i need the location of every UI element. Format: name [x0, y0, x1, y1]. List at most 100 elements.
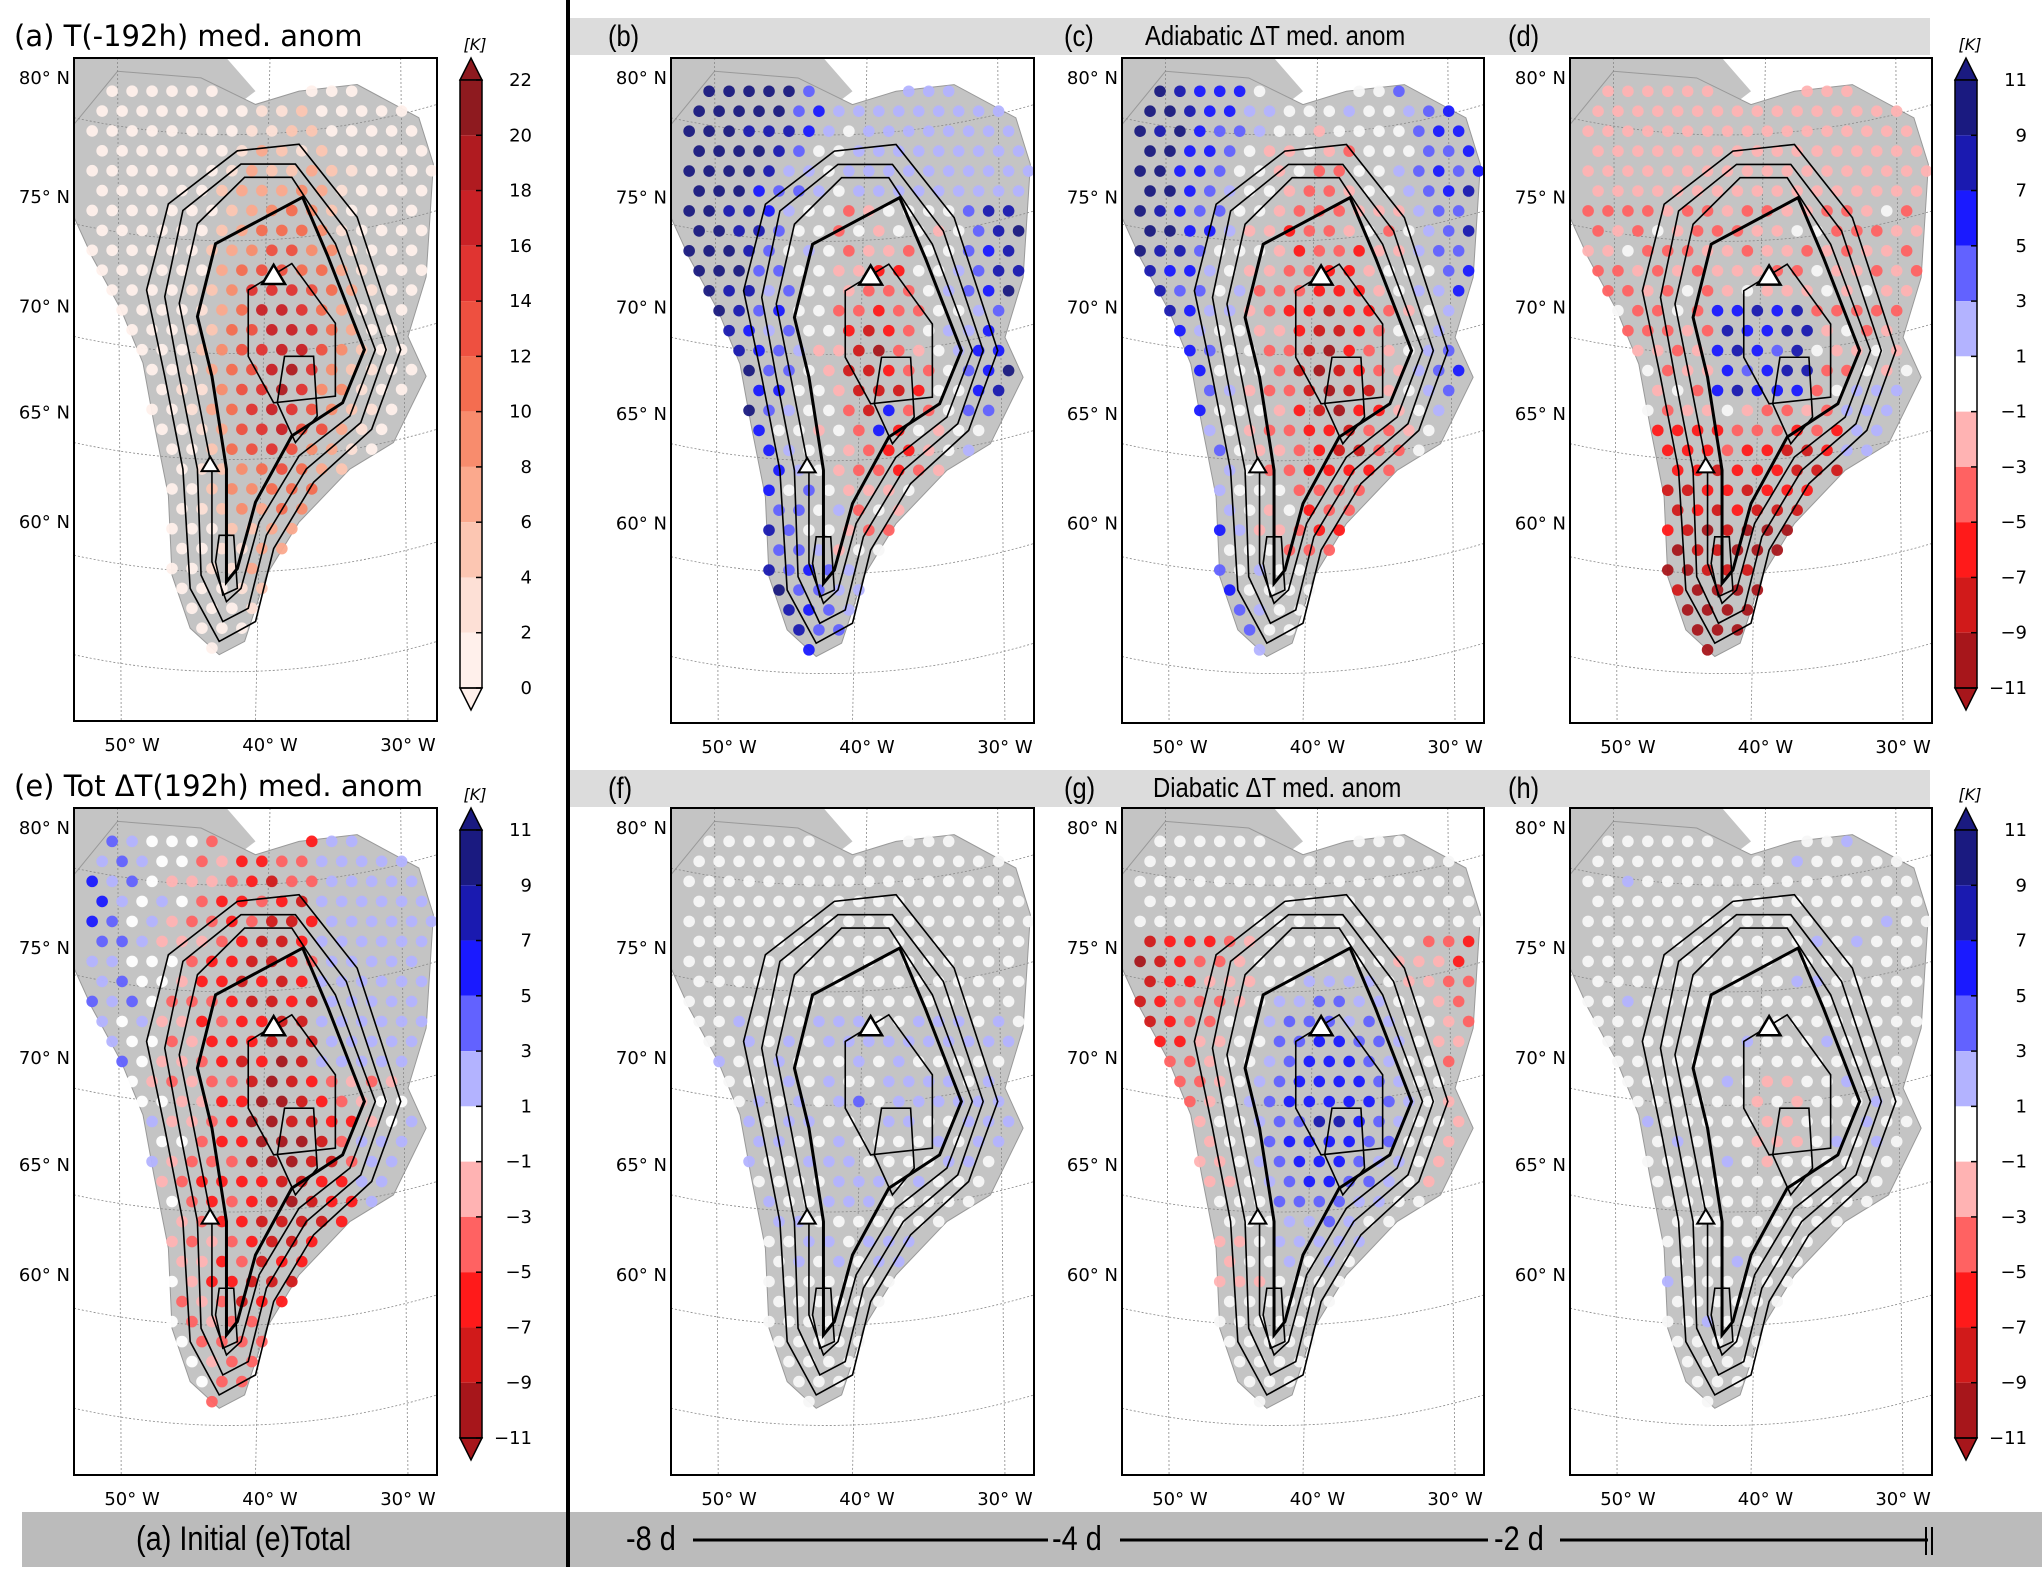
station-marker	[276, 542, 288, 555]
station-marker	[1880, 404, 1893, 417]
station-marker	[136, 855, 148, 868]
station-marker	[1373, 444, 1385, 457]
station-marker	[1890, 185, 1903, 197]
station-marker	[405, 955, 418, 968]
elevation-contour	[1294, 263, 1384, 405]
station-marker	[206, 642, 218, 654]
station-marker	[295, 975, 308, 988]
station-marker	[1651, 1055, 1664, 1068]
station-marker	[385, 204, 398, 217]
station-marker	[335, 895, 348, 908]
station-marker	[1263, 105, 1276, 117]
station-marker	[1273, 1115, 1286, 1128]
colorbar-unit: [K]	[1959, 35, 1982, 54]
station-marker	[196, 1095, 208, 1108]
station-marker	[1363, 1015, 1375, 1028]
station-marker	[1283, 384, 1296, 397]
station-marker	[873, 855, 885, 868]
station-marker	[1353, 1195, 1365, 1208]
station-marker	[1333, 364, 1345, 377]
station-marker	[1213, 364, 1226, 377]
station-marker	[1333, 404, 1345, 417]
station-marker	[206, 204, 218, 217]
station-marker	[713, 895, 725, 908]
station-marker	[773, 145, 785, 157]
station-marker	[1701, 524, 1714, 536]
station-marker	[1731, 935, 1744, 948]
station-marker	[276, 935, 288, 948]
station-marker	[873, 105, 885, 118]
station-marker	[1323, 1135, 1336, 1148]
station-marker	[226, 443, 238, 455]
station-marker	[1323, 344, 1336, 357]
station-marker	[1373, 364, 1385, 377]
station-marker	[1900, 1035, 1913, 1048]
station-marker	[763, 324, 775, 337]
station-marker	[1243, 1295, 1256, 1308]
station-marker	[1393, 364, 1405, 377]
station-marker	[1751, 265, 1764, 277]
station-marker	[882, 245, 895, 257]
station-marker	[1273, 205, 1286, 217]
station-marker	[1592, 895, 1604, 908]
station-marker	[305, 363, 318, 376]
station-marker	[863, 1275, 875, 1288]
lat-tick-label: 80° N	[1515, 818, 1566, 839]
station-marker	[1721, 564, 1734, 576]
station-marker	[783, 1355, 795, 1368]
station-marker	[1233, 364, 1246, 377]
station-marker	[285, 1115, 298, 1128]
station-marker	[1303, 1135, 1316, 1148]
station-marker	[1253, 284, 1266, 297]
station-marker	[315, 1015, 328, 1028]
station-marker	[783, 245, 795, 257]
station-marker	[793, 1175, 805, 1188]
station-marker	[176, 1095, 188, 1108]
station-marker	[1592, 935, 1604, 948]
station-marker	[196, 343, 208, 356]
station-marker	[853, 1175, 865, 1188]
station-marker	[882, 364, 895, 377]
station-marker	[166, 562, 178, 575]
station-marker	[813, 975, 825, 988]
station-marker	[773, 935, 785, 948]
station-marker	[813, 1055, 825, 1068]
station-marker	[1253, 364, 1266, 377]
station-marker	[1661, 205, 1674, 217]
colorbar-unit: [K]	[464, 785, 487, 804]
station-marker	[176, 503, 188, 515]
station-marker	[1213, 245, 1226, 257]
station-marker	[793, 504, 805, 517]
station-marker	[1801, 835, 1813, 848]
station-marker	[1642, 324, 1654, 337]
station-marker	[176, 264, 188, 276]
station-marker	[246, 164, 258, 177]
station-marker	[882, 444, 895, 457]
station-marker	[116, 105, 128, 117]
station-marker	[1223, 225, 1236, 237]
station-marker	[126, 284, 138, 296]
station-marker	[126, 955, 138, 968]
station-marker	[1223, 1215, 1236, 1228]
elevation-contour	[1323, 356, 1366, 446]
station-marker	[1283, 1135, 1296, 1148]
station-marker	[1622, 245, 1634, 257]
station-marker	[1731, 1215, 1744, 1228]
map-frame	[670, 57, 1035, 724]
station-marker	[703, 284, 715, 297]
station-marker	[276, 1255, 288, 1268]
station-marker	[1711, 384, 1724, 397]
station-marker	[126, 875, 138, 888]
station-marker	[345, 324, 358, 336]
station-marker	[1403, 1095, 1415, 1108]
station-marker	[1671, 384, 1684, 397]
station-marker	[375, 1015, 388, 1028]
station-marker	[773, 1135, 785, 1148]
station-marker	[196, 503, 208, 515]
station-marker	[1781, 284, 1793, 297]
bottom-band-right	[570, 1512, 2042, 1567]
station-marker	[1741, 165, 1754, 177]
station-marker	[1164, 1015, 1176, 1028]
station-marker	[206, 835, 218, 848]
station-marker	[912, 424, 925, 437]
